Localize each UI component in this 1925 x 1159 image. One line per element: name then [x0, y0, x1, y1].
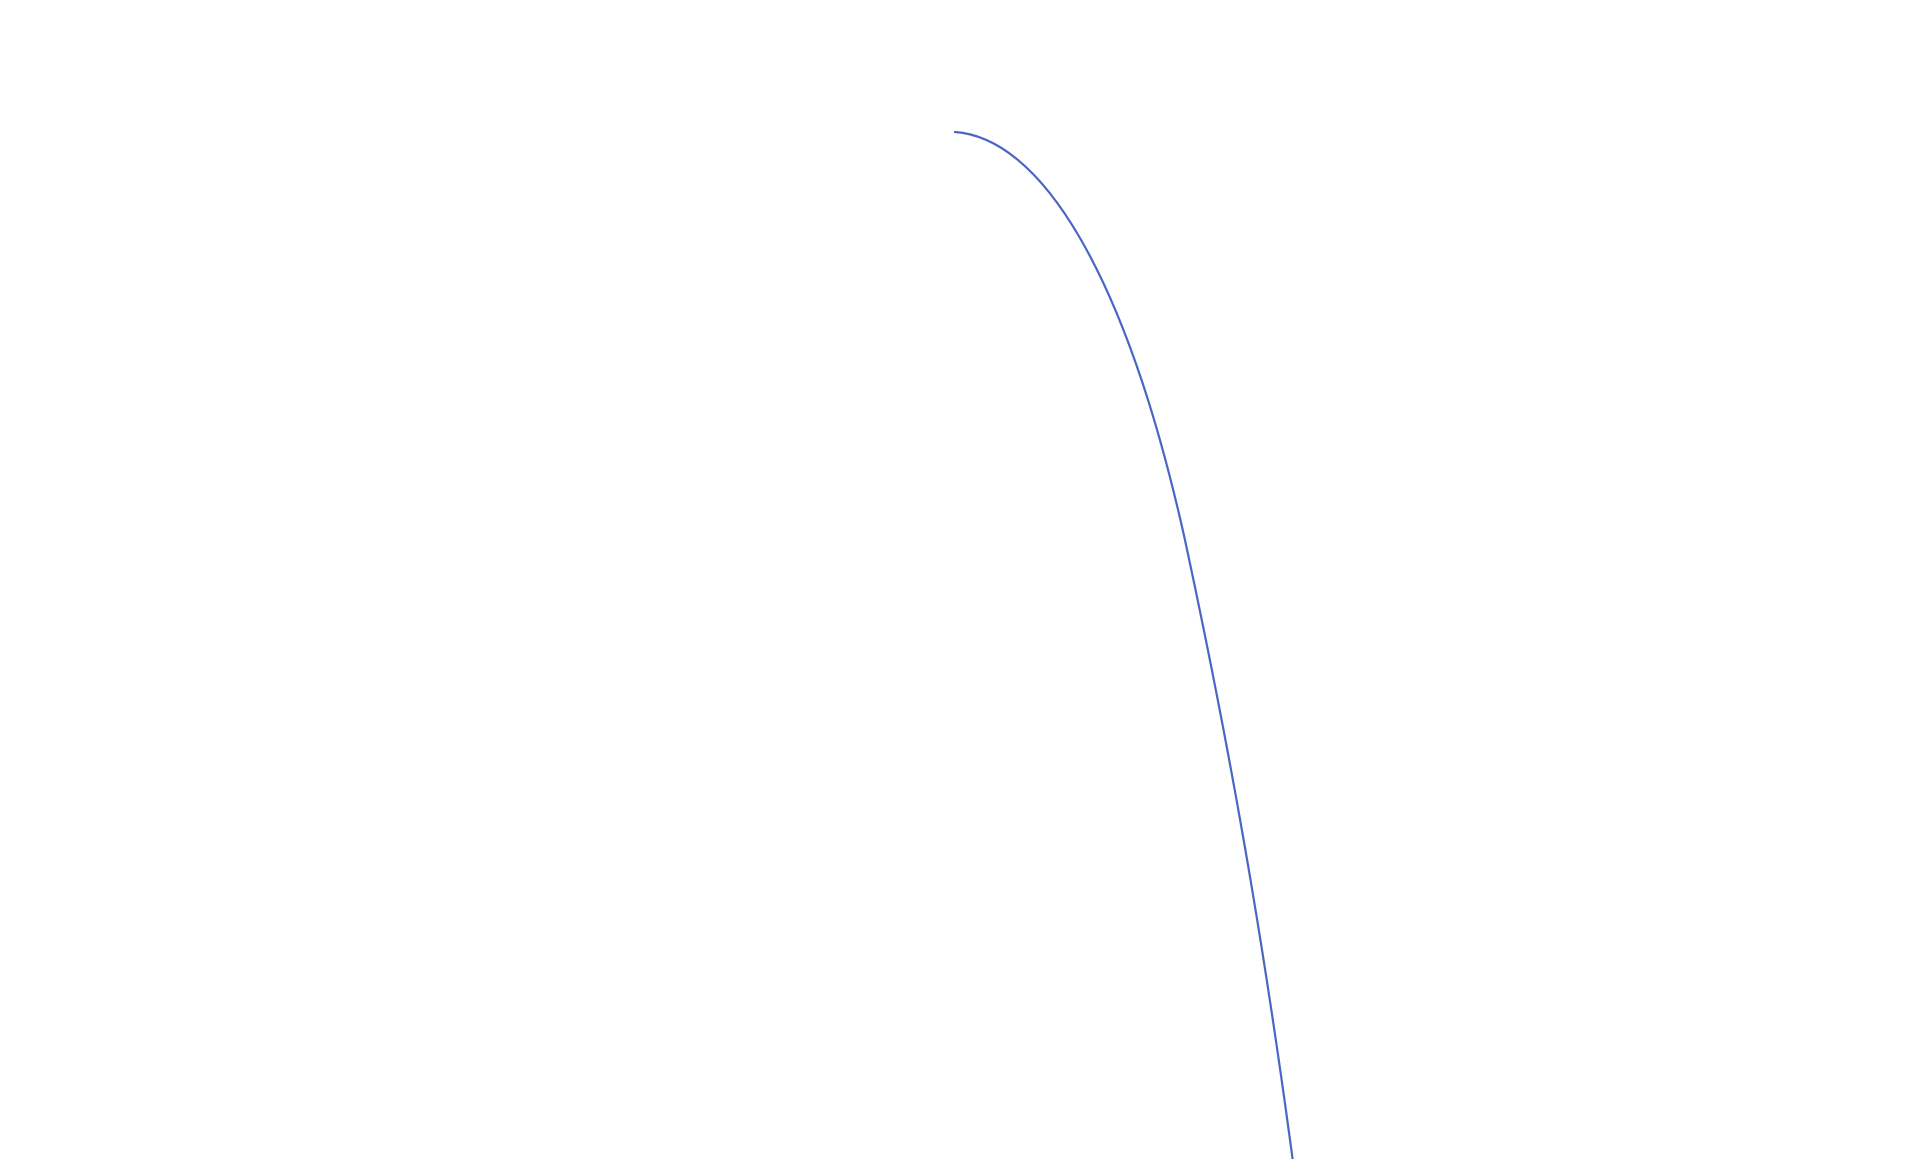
series-line — [953, 130, 1294, 1159]
